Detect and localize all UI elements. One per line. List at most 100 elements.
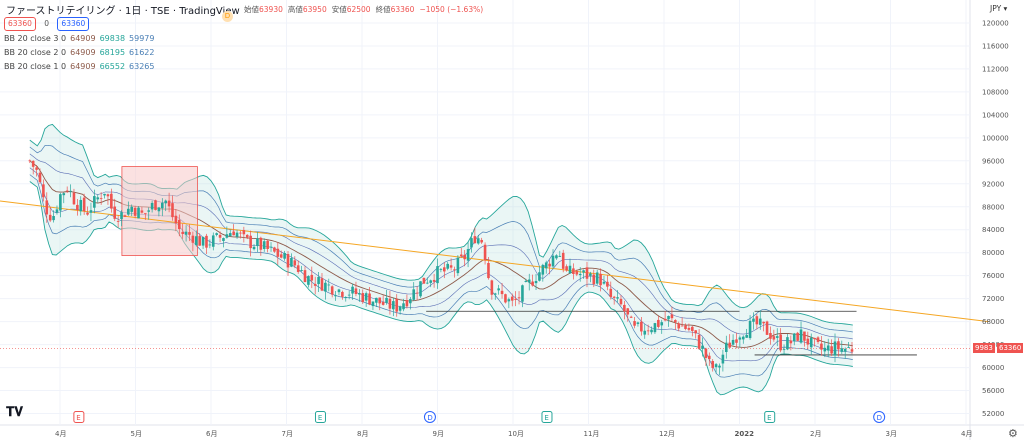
candle-body: [640, 321, 643, 332]
candle-body: [76, 204, 79, 211]
candle-body: [59, 194, 62, 211]
candle-body: [711, 360, 714, 368]
candle-body: [412, 289, 416, 300]
x-tick-label: 9月: [433, 430, 444, 438]
candle-body: [735, 339, 738, 343]
candle-body: [769, 333, 772, 339]
ohlc-value: −1050 (−1.63%): [419, 5, 484, 14]
candle-body: [110, 193, 113, 209]
candle-body: [660, 322, 664, 326]
candle-body: [69, 190, 72, 192]
candle-body: [721, 354, 725, 364]
candle-body: [657, 319, 660, 327]
indicator-upper: 66552: [99, 62, 126, 71]
gear-icon[interactable]: ⚙: [1008, 427, 1018, 440]
event-label: E: [767, 414, 771, 422]
event-label: E: [544, 414, 548, 422]
candle-body: [351, 286, 354, 294]
candle-body: [697, 335, 701, 349]
market-status-icon[interactable]: D: [222, 3, 233, 22]
candle-body: [235, 232, 239, 237]
candle-body: [473, 236, 477, 244]
y-tick-label: 108000: [982, 88, 1009, 96]
y-tick-label: 96000: [982, 157, 1004, 165]
candle-body: [144, 213, 147, 215]
candle-body: [636, 322, 640, 324]
candle-body: [35, 167, 38, 170]
candle-body: [361, 293, 365, 302]
y-tick-label: 116000: [982, 42, 1009, 50]
candle-body: [262, 241, 266, 249]
candle-body: [290, 257, 293, 267]
candle-body: [147, 210, 151, 212]
event-label: E: [318, 414, 322, 422]
candle-body: [772, 336, 776, 340]
candle-body: [752, 318, 755, 322]
indicator-row[interactable]: BB 20 close 3 0 64909 69838 59979: [4, 34, 158, 43]
x-tick-label: 12月: [659, 430, 675, 438]
indicator-row[interactable]: BB 20 close 1 0 64909 66552 63265: [4, 62, 158, 71]
band-3-fill: [29, 124, 853, 395]
candle-body: [575, 271, 579, 275]
candle-body: [585, 267, 589, 279]
candle-body: [765, 321, 769, 335]
candle-body: [174, 215, 178, 224]
candle-body: [307, 276, 310, 285]
candle-body: [194, 236, 198, 246]
candle-body: [320, 278, 324, 291]
x-tick-label: 3月: [886, 430, 897, 438]
candle-body: [718, 365, 721, 368]
y-tick-label: 60000: [982, 364, 1004, 372]
candle-body: [534, 280, 538, 284]
candle-body: [609, 288, 613, 297]
indicator-basis: 64909: [70, 34, 96, 43]
candle-body: [680, 325, 684, 327]
candle-body: [52, 216, 55, 221]
candle-body: [555, 255, 558, 259]
candle-body: [548, 263, 551, 267]
candle-body: [89, 210, 93, 213]
candle-body: [31, 160, 35, 167]
candle-body: [358, 293, 361, 295]
time-axis[interactable]: 4月 5月 6月 7月 8月 9月 10月 11月 12月 2022 2月 3月 4月: [55, 430, 972, 438]
status-dot: D: [222, 11, 233, 22]
candle-body: [745, 334, 748, 338]
indicator-row[interactable]: BB 20 close 2 0 64909 68195 61622: [4, 48, 158, 57]
ohlc-label: 安値: [331, 5, 347, 14]
currency-selector[interactable]: JPY ▾: [990, 4, 1007, 13]
candle-body: [606, 281, 609, 287]
candle-body: [55, 209, 59, 213]
candle-body: [572, 268, 575, 275]
candle-body: [415, 292, 419, 294]
candle-body: [792, 333, 796, 342]
candle-body: [167, 200, 171, 207]
candle-body: [483, 244, 487, 261]
candle-body: [816, 337, 820, 342]
candle-body: [127, 208, 130, 215]
candle-body: [245, 234, 249, 238]
candle-body: [82, 197, 86, 212]
candle-body: [106, 194, 110, 197]
candle-body: [568, 265, 572, 274]
candle-body: [738, 337, 742, 340]
tradingview-logo-icon[interactable]: 𝐓𝐕: [6, 405, 23, 420]
candle-body: [619, 298, 623, 305]
candle-body: [650, 329, 653, 333]
symbol-title[interactable]: ファーストリテイリング · 1日 · TSE · TradingView: [6, 6, 240, 17]
candle-body: [449, 265, 453, 268]
candle-body: [422, 277, 426, 284]
candle-body: [171, 203, 174, 218]
candle-body: [684, 325, 687, 329]
candle-body: [626, 308, 630, 315]
x-tick-label: 8月: [357, 430, 368, 438]
x-tick-label: 4月: [961, 430, 972, 438]
ohlc-label: 始値: [244, 5, 259, 14]
sell-price-button[interactable]: 63360: [4, 17, 36, 31]
candle-body: [283, 253, 286, 259]
candle-body: [694, 330, 698, 334]
buy-price-button[interactable]: 63360: [57, 17, 90, 31]
candle-body: [558, 255, 562, 257]
candle-body: [426, 282, 429, 284]
price-axis[interactable]: 5200056000600006400068000720007600080000…: [982, 19, 1009, 418]
